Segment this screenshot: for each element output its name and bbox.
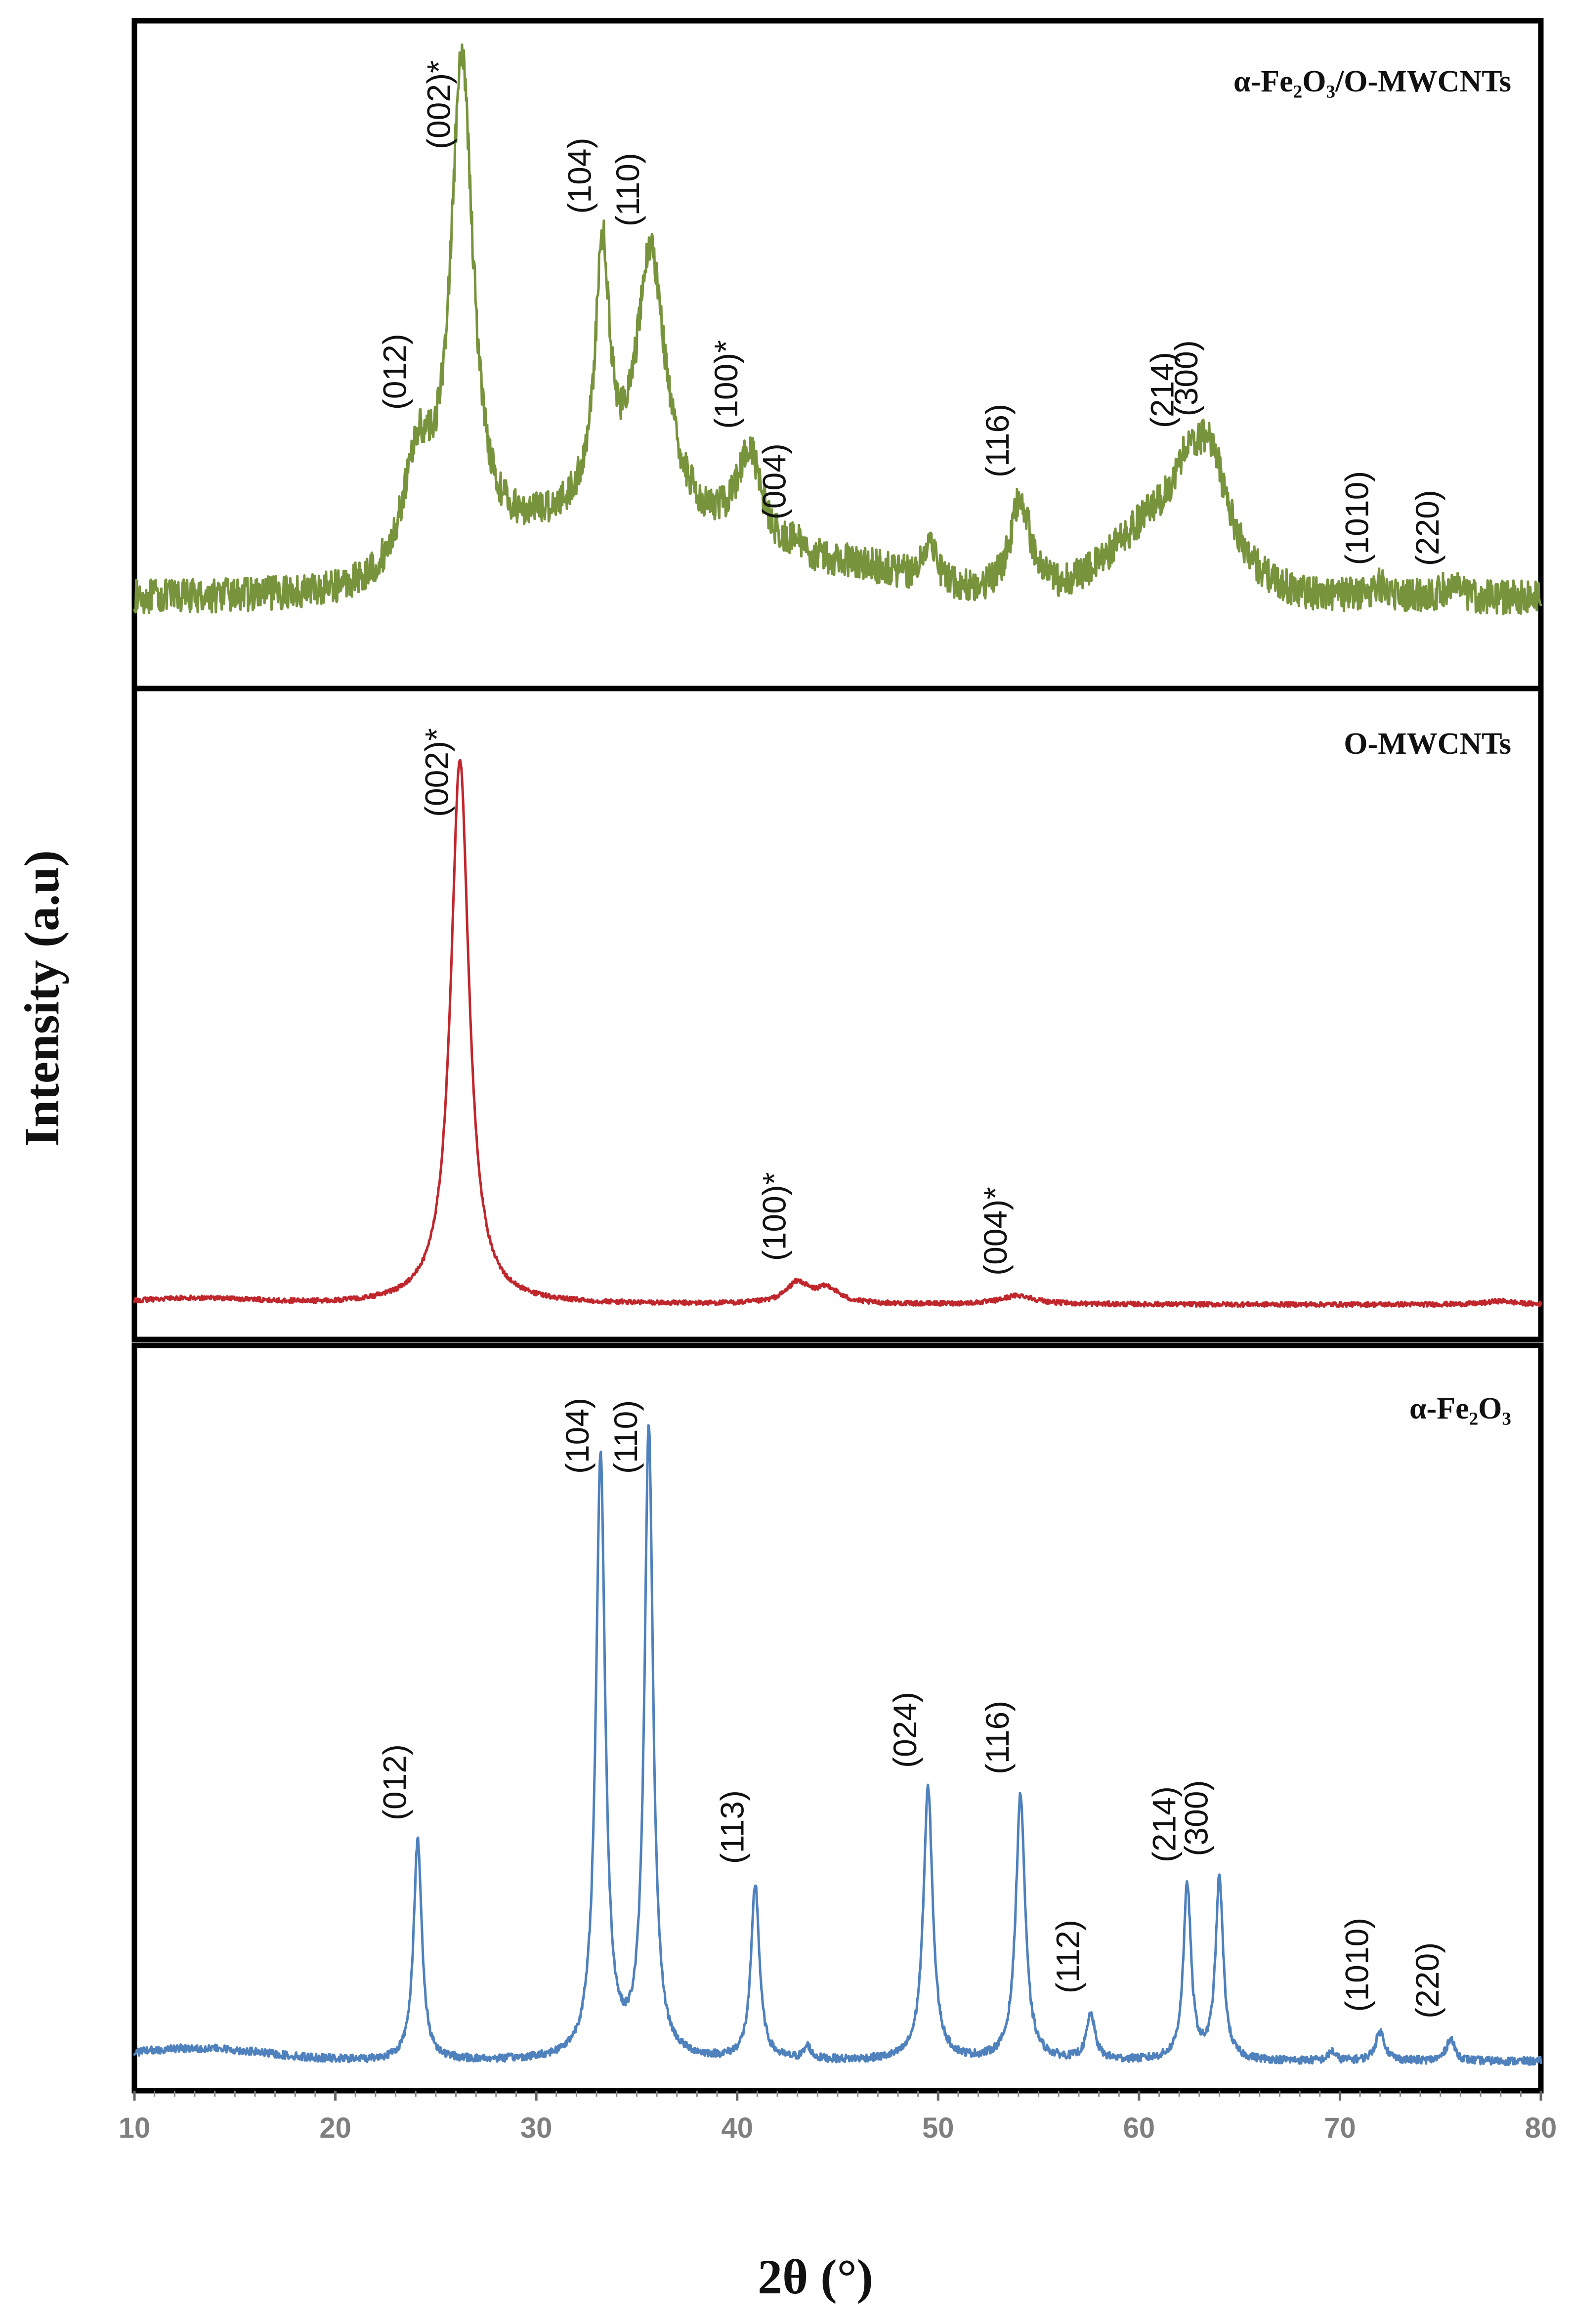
x-tick-label: 60 xyxy=(1123,2112,1155,2144)
peak-label: (113) xyxy=(714,1790,750,1864)
peak-label: (112) xyxy=(1049,1920,1086,1993)
x-tick-label: 70 xyxy=(1324,2112,1356,2144)
peak-label: (214) xyxy=(1146,1786,1182,1862)
panels-group: α-Fe₂O₃/O-MWCNTs (012) (002)* (104) (110) (10… xyxy=(131,18,1544,2094)
x-tick-label: 80 xyxy=(1525,2112,1557,2144)
series-name: O-MWCNTs xyxy=(1344,727,1511,761)
x-tick-label: 30 xyxy=(520,2112,552,2144)
peak-label: (002)* xyxy=(419,728,455,817)
peak-label: (012) xyxy=(376,334,413,410)
peak-label: (214) xyxy=(1144,352,1180,428)
peak-label: (110) xyxy=(609,153,646,226)
peak-label: (100)* xyxy=(756,1172,793,1261)
series-line xyxy=(133,43,1542,615)
series-name: α-Fe₂O₃/O-MWCNTs xyxy=(1233,65,1511,98)
peak-label: (300) xyxy=(1178,1780,1215,1856)
peak-label: (004)* xyxy=(977,1187,1014,1276)
peak-label: (104) xyxy=(559,1398,595,1474)
peak-label: (116) xyxy=(979,1701,1016,1774)
peak-label: (1010) xyxy=(1339,1918,1375,2012)
peak-label: (220) xyxy=(1409,1942,1445,2019)
peak-label: (104) xyxy=(561,138,597,214)
x-tick-label: 50 xyxy=(922,2112,954,2144)
y-axis-title: Intensity (a.u) xyxy=(14,850,69,1147)
peak-label: (1010) xyxy=(1339,471,1375,565)
x-tick-label: 40 xyxy=(721,2112,753,2144)
peak-label: (004) xyxy=(756,443,793,519)
peak-label: (110) xyxy=(607,1400,644,1474)
x-axis: 10 20 30 40 50 60 70 80 xyxy=(119,2091,1557,2144)
x-tick-label: 20 xyxy=(319,2112,351,2144)
peak-label: (116) xyxy=(979,404,1016,477)
peak-label: (012) xyxy=(376,1744,413,1820)
peak-label: (220) xyxy=(1409,490,1445,566)
series-line xyxy=(133,1424,1542,2066)
x-tick-label: 10 xyxy=(119,2112,151,2144)
x-axis-title: 2θ (°) xyxy=(758,2249,873,2304)
panel-frame xyxy=(131,686,1544,1342)
peak-label: (100)* xyxy=(708,340,744,429)
series-line xyxy=(133,759,1542,1308)
peak-label: (002)* xyxy=(421,60,457,149)
series-name: α-Fe₂O₃ xyxy=(1409,1392,1511,1425)
panel-2: O-MWCNTs (002)* (100)* (004)* xyxy=(131,686,1544,1342)
peak-label: (024) xyxy=(887,1692,923,1768)
peak-label: (300) xyxy=(1168,340,1204,416)
